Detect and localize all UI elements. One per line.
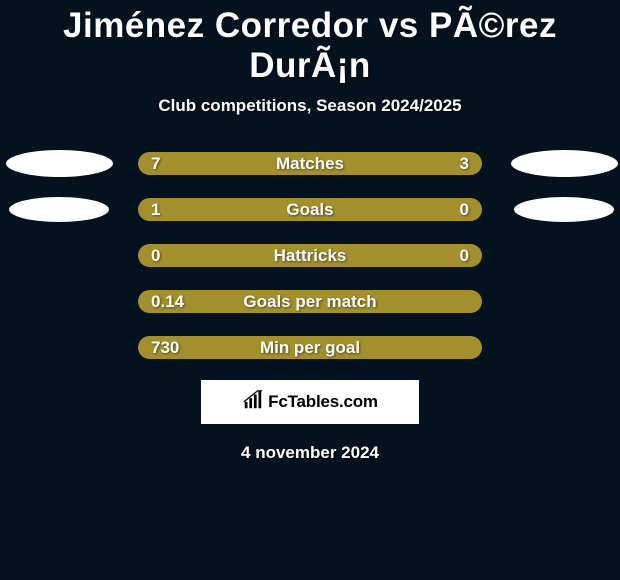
bar-segment-team1 xyxy=(138,152,379,175)
bar-segment-team1 xyxy=(138,290,482,313)
stat-row: Goals per match0.14 xyxy=(0,290,620,313)
chart-icon xyxy=(242,389,264,416)
stat-row: Goals10 xyxy=(0,198,620,221)
team1-crest xyxy=(3,150,115,177)
stats-list: Matches73 Goals10 Hattricks00 Goals per mat… xyxy=(0,152,620,359)
stat-bar: Matches73 xyxy=(138,152,482,175)
bar-segment-team2 xyxy=(379,152,482,175)
fctables-logo[interactable]: FcTables.com xyxy=(201,380,419,424)
bar-segment-team2 xyxy=(413,198,482,221)
stat-bar: Goals per match0.14 xyxy=(138,290,482,313)
comparison-card: Jiménez Corredor vs PÃ©rez DurÃ¡n Club c… xyxy=(0,0,620,580)
stat-bar: Min per goal730 xyxy=(138,336,482,359)
stat-row: Min per goal730 xyxy=(0,336,620,359)
team1-crest xyxy=(3,196,115,223)
date-text: 4 november 2024 xyxy=(0,443,620,463)
logo-text: FcTables.com xyxy=(268,392,378,412)
team2-crest xyxy=(508,150,620,177)
stat-row: Matches73 xyxy=(0,152,620,175)
bar-segment-team1 xyxy=(138,244,482,267)
page-subtitle: Club competitions, Season 2024/2025 xyxy=(0,96,620,116)
page-title: Jiménez Corredor vs PÃ©rez DurÃ¡n xyxy=(0,0,620,86)
team2-crest xyxy=(508,196,620,223)
bar-segment-team1 xyxy=(138,198,413,221)
stat-bar: Goals10 xyxy=(138,198,482,221)
bar-segment-team1 xyxy=(138,336,482,359)
stat-row: Hattricks00 xyxy=(0,244,620,267)
stat-bar: Hattricks00 xyxy=(138,244,482,267)
